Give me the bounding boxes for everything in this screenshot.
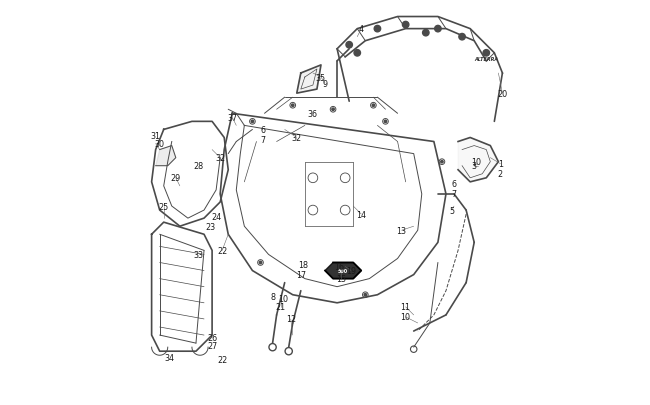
Circle shape bbox=[402, 22, 409, 29]
Text: 23: 23 bbox=[205, 222, 215, 231]
Circle shape bbox=[422, 30, 429, 37]
Text: 7: 7 bbox=[260, 136, 265, 145]
Text: 9: 9 bbox=[322, 79, 328, 88]
Circle shape bbox=[292, 105, 294, 107]
Text: 6: 6 bbox=[260, 126, 265, 134]
Text: 31: 31 bbox=[151, 132, 161, 141]
Text: 30: 30 bbox=[155, 140, 164, 149]
Circle shape bbox=[459, 34, 465, 41]
Text: ALTERRA: ALTERRA bbox=[474, 57, 499, 62]
Text: 25: 25 bbox=[159, 202, 169, 211]
Text: 10: 10 bbox=[400, 313, 411, 322]
Text: 11: 11 bbox=[400, 303, 411, 311]
Text: 35: 35 bbox=[316, 73, 326, 82]
Polygon shape bbox=[155, 146, 176, 166]
Text: 26: 26 bbox=[207, 333, 217, 342]
Circle shape bbox=[374, 26, 381, 33]
Text: 19: 19 bbox=[346, 266, 356, 275]
Text: 5: 5 bbox=[449, 206, 454, 215]
Text: 29: 29 bbox=[171, 174, 181, 183]
Text: 16: 16 bbox=[334, 262, 344, 271]
Polygon shape bbox=[458, 138, 499, 182]
Circle shape bbox=[384, 121, 387, 123]
Text: 22: 22 bbox=[217, 355, 228, 364]
Text: 12: 12 bbox=[285, 315, 296, 324]
Circle shape bbox=[483, 51, 489, 57]
Text: 6: 6 bbox=[452, 180, 456, 189]
Polygon shape bbox=[325, 263, 361, 279]
Circle shape bbox=[251, 121, 254, 123]
Text: 18: 18 bbox=[298, 260, 308, 269]
Circle shape bbox=[259, 262, 262, 264]
Circle shape bbox=[372, 105, 374, 107]
Text: 13: 13 bbox=[396, 226, 407, 235]
Text: 21: 21 bbox=[276, 303, 286, 311]
Text: 10: 10 bbox=[471, 158, 481, 167]
Text: 17: 17 bbox=[296, 271, 306, 279]
Circle shape bbox=[332, 109, 334, 111]
Text: 37: 37 bbox=[227, 113, 237, 123]
Circle shape bbox=[441, 161, 443, 164]
Text: 24: 24 bbox=[211, 212, 221, 221]
Text: 8: 8 bbox=[270, 292, 275, 301]
Text: 33: 33 bbox=[193, 250, 203, 259]
Circle shape bbox=[354, 51, 361, 57]
Text: 32: 32 bbox=[292, 134, 302, 143]
Text: 34: 34 bbox=[164, 353, 175, 362]
Text: 14: 14 bbox=[356, 210, 367, 219]
Text: 7: 7 bbox=[452, 190, 456, 199]
Text: 10: 10 bbox=[278, 294, 288, 303]
Text: 4: 4 bbox=[359, 25, 364, 34]
Text: 27: 27 bbox=[207, 341, 217, 350]
Text: 22: 22 bbox=[217, 246, 228, 255]
Text: 32: 32 bbox=[215, 154, 225, 163]
Polygon shape bbox=[297, 66, 321, 94]
Text: 2: 2 bbox=[498, 170, 503, 179]
Text: 36: 36 bbox=[308, 109, 318, 119]
Circle shape bbox=[346, 43, 352, 49]
Text: 28: 28 bbox=[193, 162, 203, 171]
Text: 3: 3 bbox=[472, 162, 476, 171]
Text: 500: 500 bbox=[338, 269, 348, 273]
Circle shape bbox=[364, 294, 367, 296]
Text: 20: 20 bbox=[497, 90, 508, 98]
Text: 1: 1 bbox=[498, 160, 503, 169]
Circle shape bbox=[435, 26, 441, 33]
Text: 15: 15 bbox=[336, 275, 346, 284]
